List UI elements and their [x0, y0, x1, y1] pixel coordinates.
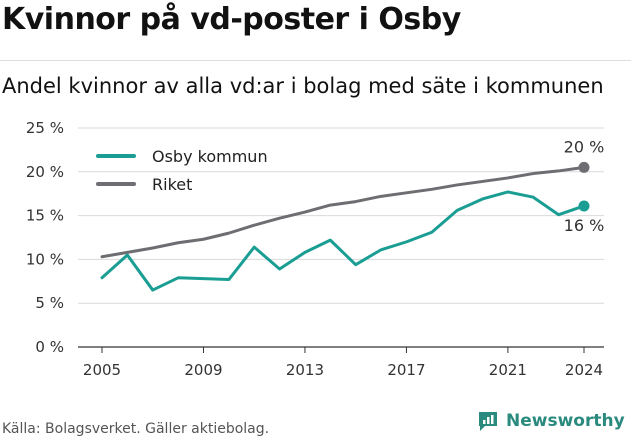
x-tick-label: 2024 — [565, 361, 603, 379]
legend-label-riket: Riket — [152, 175, 192, 194]
y-tick-label: 20 % — [26, 163, 64, 181]
source-note: Källa: Bolagsverket. Gäller aktiebolag. — [2, 421, 270, 437]
series — [100, 161, 590, 292]
y-tick-label: 15 % — [26, 207, 64, 225]
series-end-point-riket — [578, 161, 590, 173]
axes: 0 % 5 % 10 % 15 % 20 % 25 % 2005 2009 2013 2017 20… — [26, 119, 604, 379]
title-divider — [0, 60, 631, 61]
y-tick-label: 25 % — [26, 119, 64, 137]
line-chart: 0 % 5 % 10 % 15 % 20 % 25 % 2005 2009 2013 2017 20… — [26, 119, 605, 379]
newsworthy-icon — [479, 412, 497, 431]
chart-title: Kvinnor på vd-poster i Osby — [2, 2, 461, 37]
x-tick-label: 2009 — [184, 361, 222, 379]
x-tick-label: 2021 — [489, 361, 527, 379]
brand-logo: Newsworthy — [476, 409, 625, 433]
series-end-point-osby — [578, 200, 590, 212]
y-tick-label: 10 % — [26, 250, 64, 268]
x-tick-label: 2017 — [387, 361, 425, 379]
x-tick-label: 2013 — [286, 361, 324, 379]
end-labels: 20 % 16 % — [564, 137, 605, 235]
y-tick-label: 0 % — [35, 338, 64, 356]
gridlines — [78, 127, 604, 304]
x-tick-label: 2005 — [83, 361, 121, 379]
legend: Osby kommun Riket — [96, 147, 268, 194]
end-label-riket: 20 % — [564, 137, 605, 156]
series-line-osby — [100, 190, 586, 292]
brand-name: Newsworthy — [506, 411, 625, 431]
chart-subtitle: Andel kvinnor av alla vd:ar i bolag med … — [2, 74, 604, 98]
end-label-osby: 16 % — [564, 216, 605, 235]
legend-label-osby: Osby kommun — [152, 147, 268, 166]
y-tick-label: 5 % — [35, 294, 64, 312]
series-line-riket — [100, 165, 586, 259]
